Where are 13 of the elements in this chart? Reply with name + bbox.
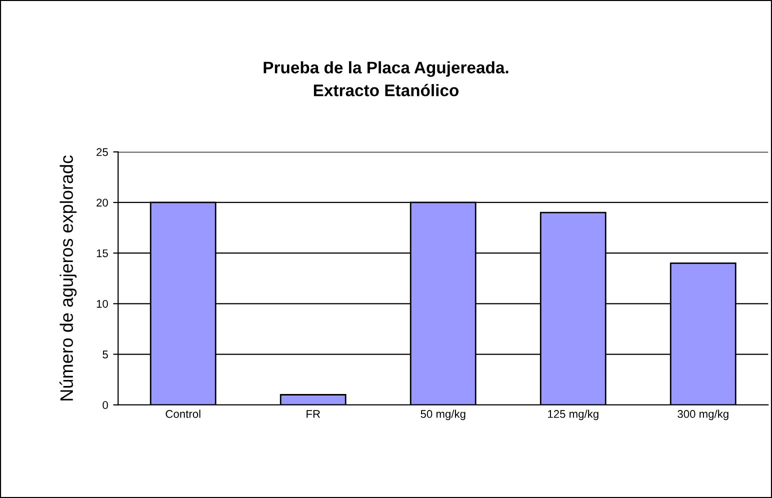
- y-tick-label: 20: [96, 198, 108, 207]
- y-tick-label: 5: [102, 350, 108, 358]
- y-tick-label: 10: [96, 300, 108, 308]
- chart-title: Prueba de la Placa Agujereada. Extracto Etanólico: [264, 61, 508, 96]
- x-tick-label: 125 mg/kg: [548, 410, 598, 420]
- y-axis-title: Número de agujeros exploradc: [60, 155, 77, 400]
- x-tick-label: Control: [166, 410, 200, 418]
- x-tick-label: FR: [306, 410, 320, 418]
- x-tick-label: 300 mg/kg: [678, 410, 728, 420]
- x-tick-label: 50 mg/kg: [420, 410, 466, 420]
- y-tick-label: 25: [96, 148, 108, 156]
- y-tick-label: 15: [96, 249, 108, 258]
- y-tick-label: 0: [102, 401, 108, 410]
